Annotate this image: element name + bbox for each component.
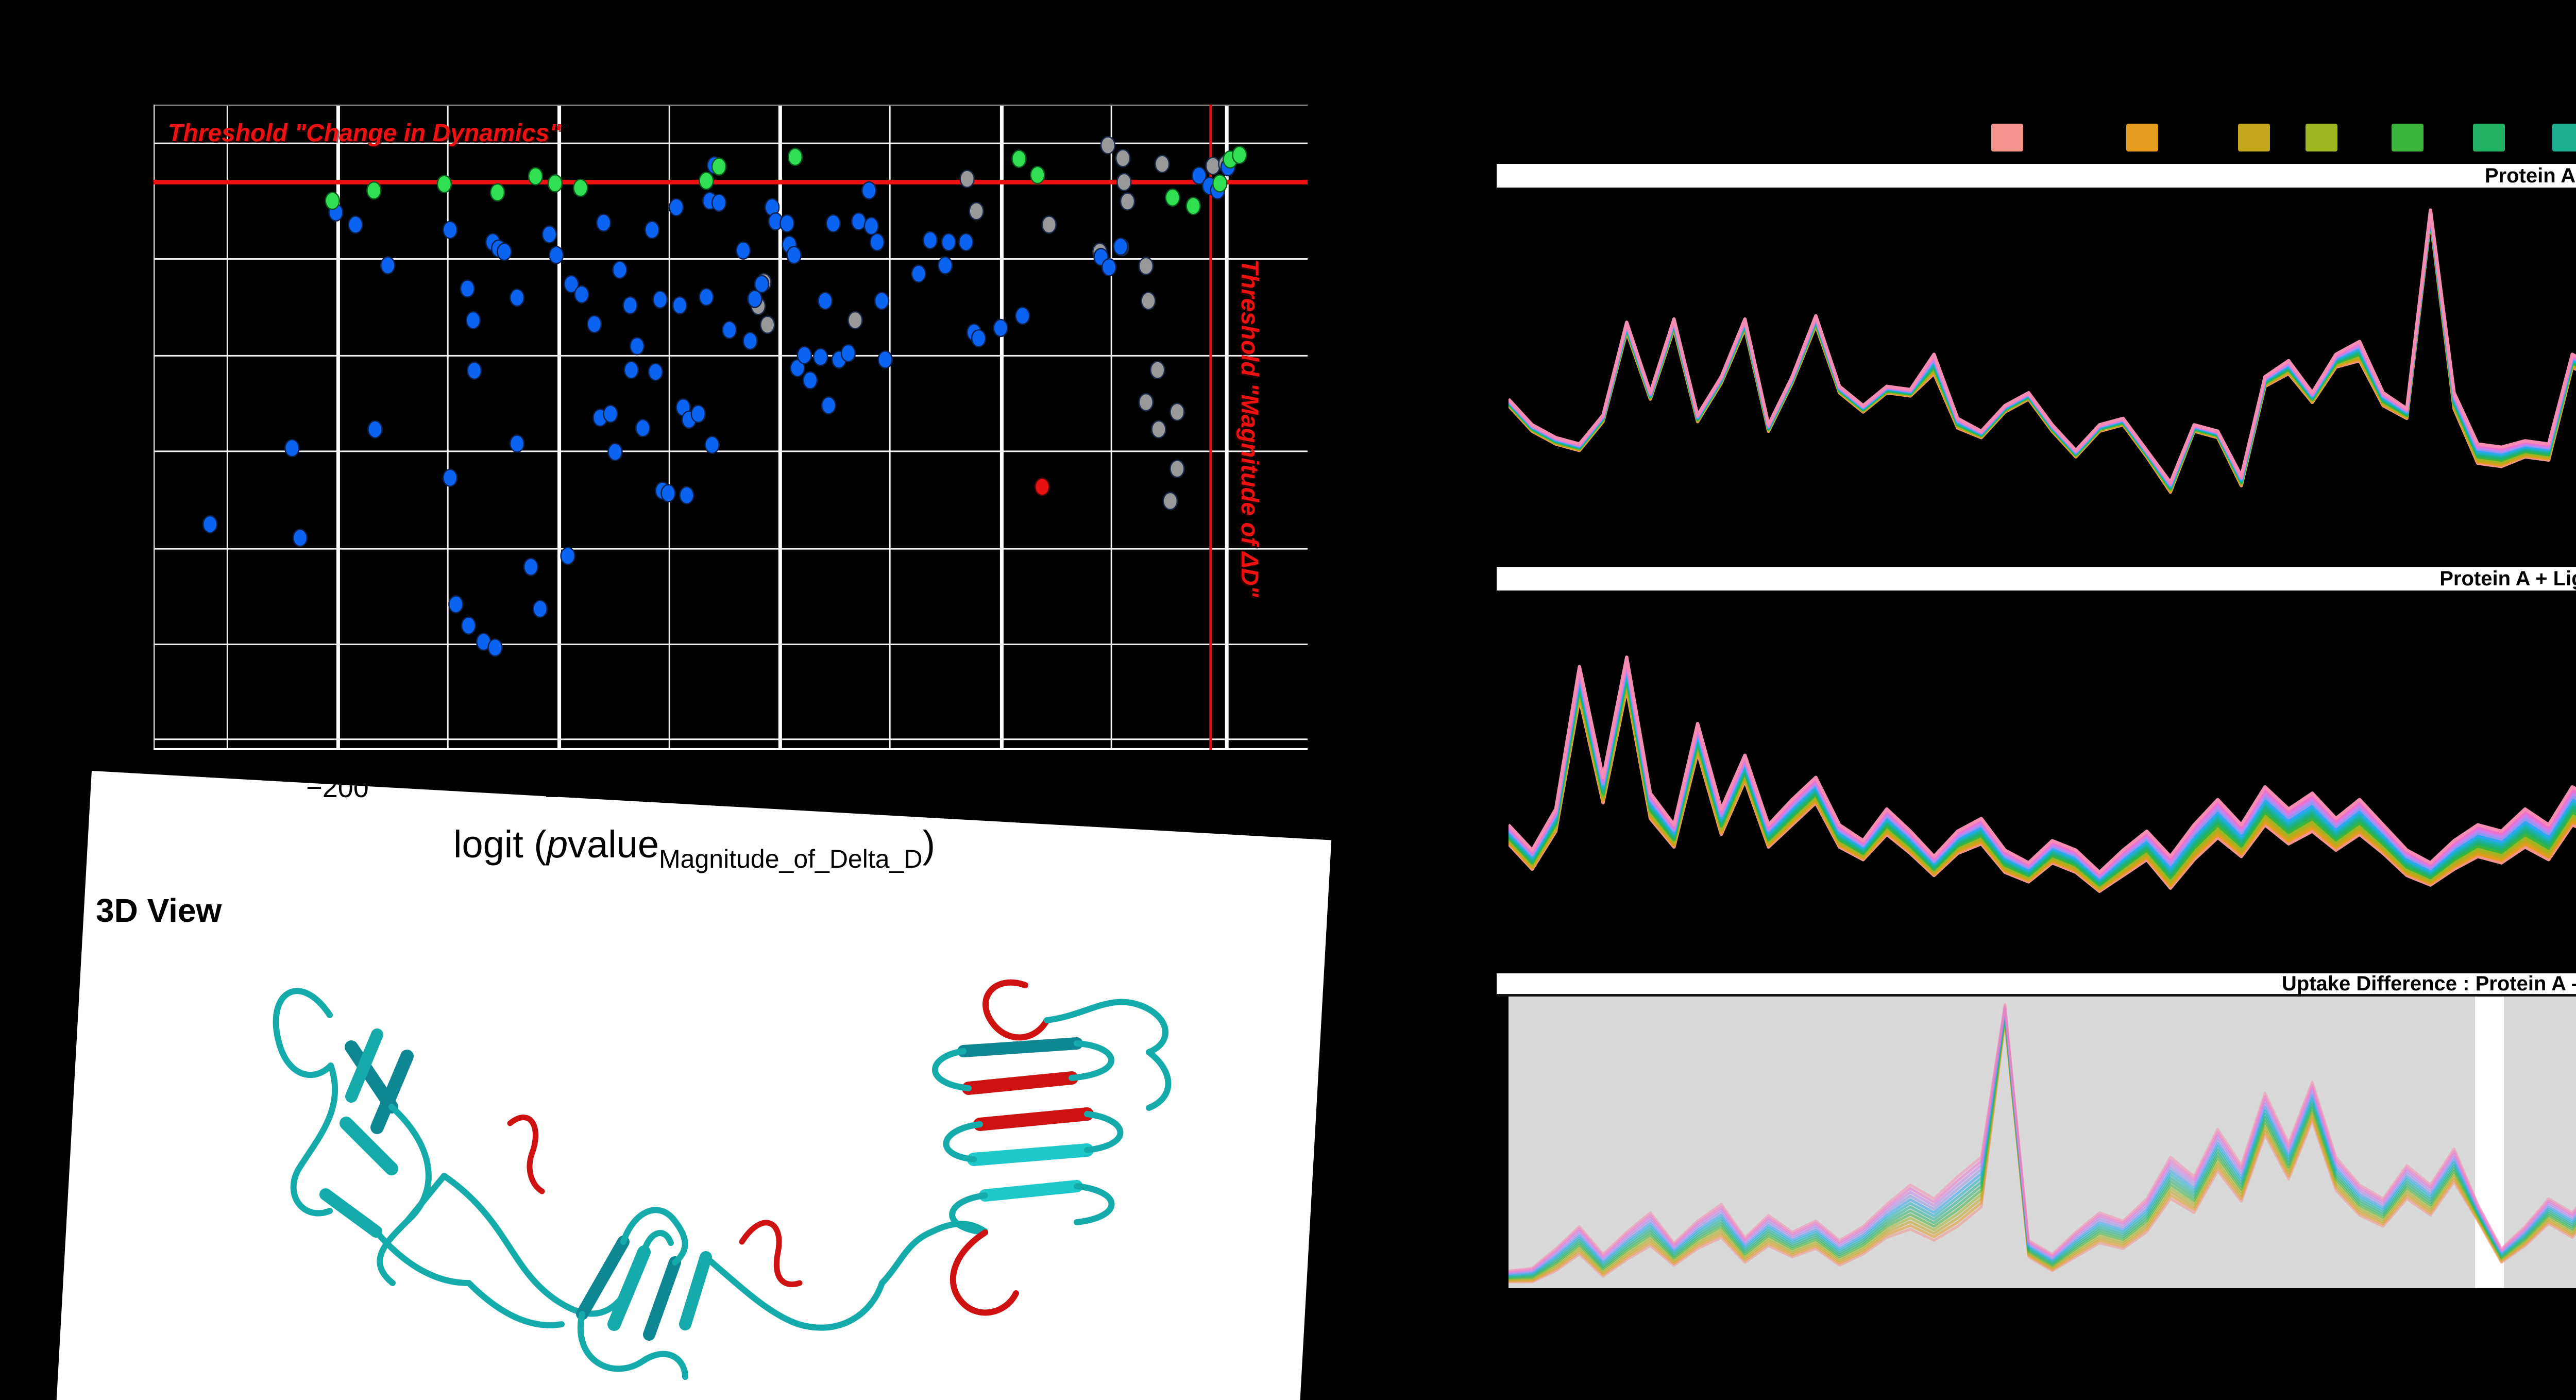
panel-title-protein-a-ligand-text: Protein A + Ligand: [2439, 567, 2576, 590]
uptake-chart-protein-a-ligand[interactable]: [1509, 591, 2576, 943]
legend-dash-5[interactable]: [2392, 124, 2424, 151]
panel-title-uptake-difference-text: Uptake Difference : Protein A - (Protein…: [2281, 972, 2576, 995]
x-tick-minus-200: −200: [306, 772, 369, 803]
3d-view-title: 3D View: [96, 892, 222, 929]
legend-dash-3[interactable]: [2238, 124, 2270, 151]
panel-title-protein-a-ligand: Protein A + Ligand: [1497, 567, 2576, 591]
volcano-x-axis-label: logit (pvalueMagnitude_of_Delta_D): [453, 823, 936, 873]
threshold-change-in-dynamics-label: Threshold "Change in Dynamics": [168, 120, 561, 147]
protein-structure-ribbon[interactable]: [222, 953, 1226, 1400]
panel-title-protein-a-text: Protein A: [2484, 164, 2576, 187]
uptake-chart-protein-a[interactable]: [1509, 188, 2576, 544]
legend-dash-6[interactable]: [2473, 124, 2505, 151]
panel-title-protein-a: Protein A: [1497, 164, 2576, 188]
threshold-magnitude-label: Threshold "Magnitude of ΔD": [1236, 259, 1264, 597]
legend-dash-1[interactable]: [1991, 124, 2023, 151]
legend-dash-4[interactable]: [2306, 124, 2337, 151]
legend-dash-7[interactable]: [2552, 124, 2576, 151]
volcano-plot[interactable]: Threshold "Change in Dynamics" Threshold…: [154, 105, 1308, 750]
3d-view-panel[interactable]: −200 −100 logit (pvalueMagnitude_of_Delt…: [51, 771, 1332, 1400]
volcano-plot-canvas[interactable]: [154, 105, 1308, 750]
legend-dash-2[interactable]: [2126, 124, 2158, 151]
uptake-difference-chart[interactable]: [1509, 997, 2576, 1288]
panel-title-uptake-difference: Uptake Difference : Protein A - (Protein…: [1497, 972, 2576, 997]
x-tick-minus-100: −100: [528, 772, 590, 803]
